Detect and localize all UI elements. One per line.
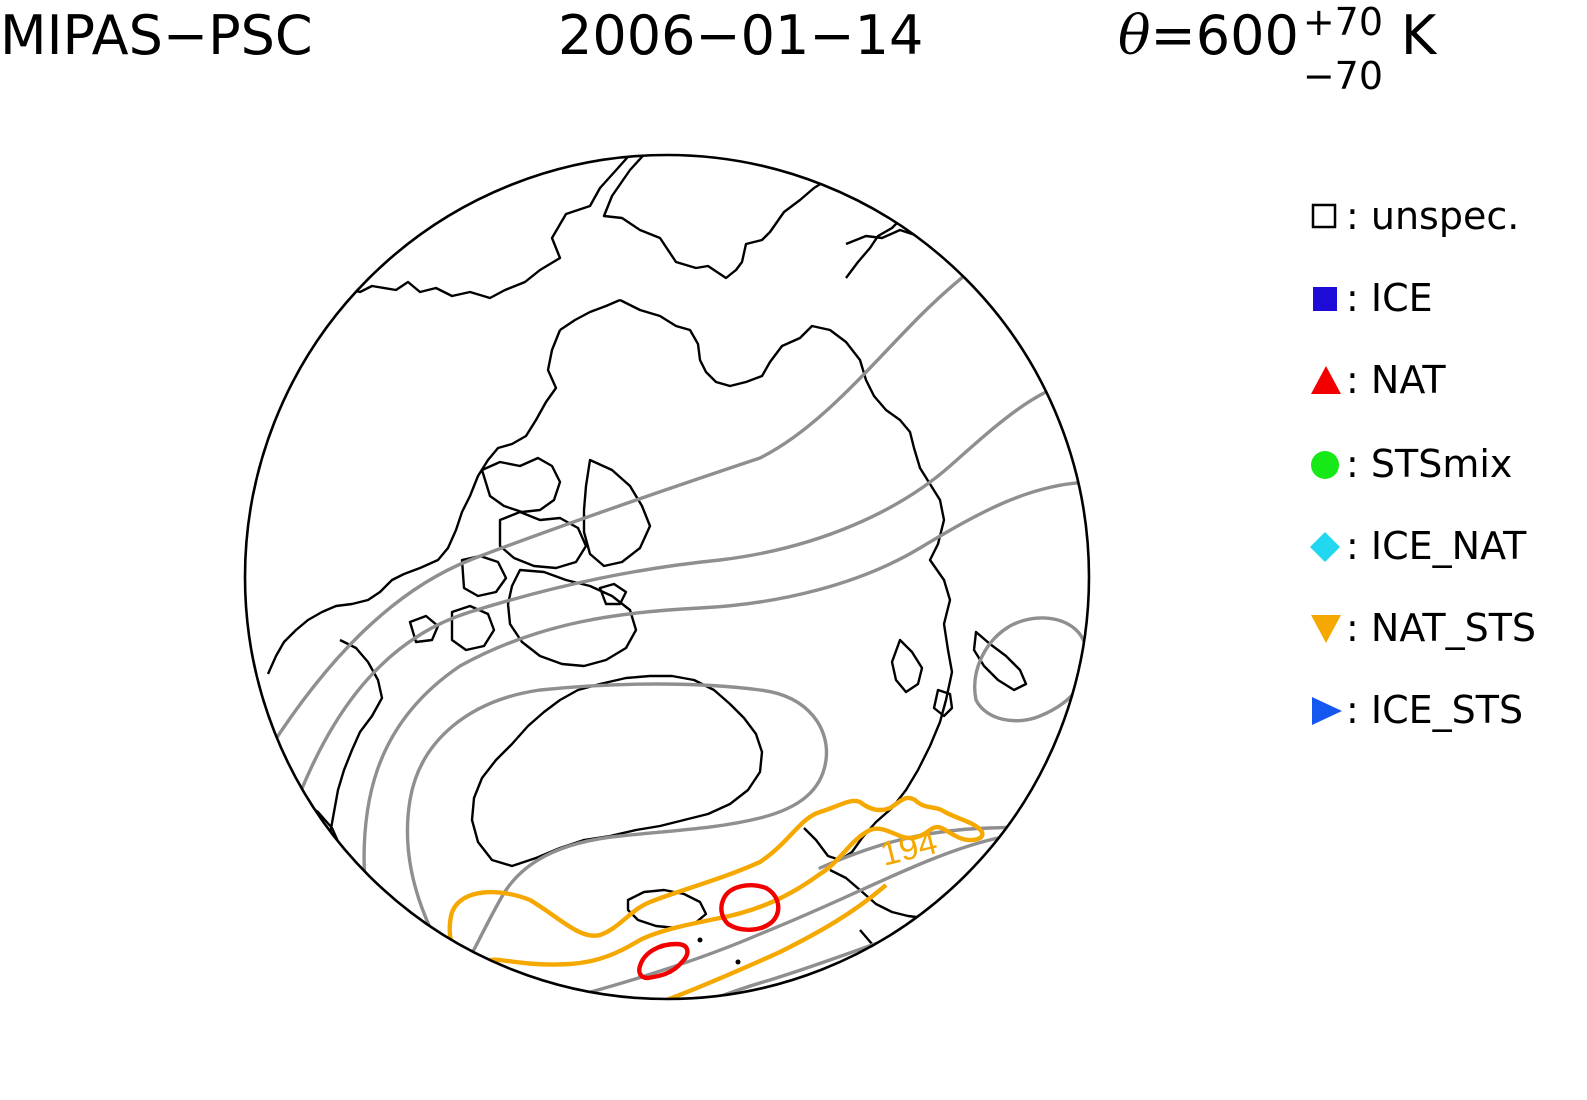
circle-icon	[1311, 451, 1339, 479]
legend-label-unspec: : unspec.	[1346, 194, 1520, 238]
theta-lower-range: −70	[1302, 54, 1384, 98]
legend-label-stsmix: : STSmix	[1346, 442, 1513, 486]
plot-title-product: MIPAS−PSC	[0, 4, 313, 67]
coastline-iceland	[626, 888, 708, 930]
triangle-right-icon	[1312, 697, 1342, 725]
map-boundary-circle	[243, 153, 1091, 1001]
triangle-up-icon	[1311, 366, 1341, 394]
coastline-chukotka	[845, 208, 981, 246]
island-misc-2	[598, 582, 628, 606]
filled-square-icon	[1313, 287, 1337, 311]
coastline-siberia	[329, 155, 948, 300]
island-dot-6	[726, 116, 730, 120]
island-dot-3	[796, 126, 801, 131]
coastline-ireland	[634, 1034, 670, 1078]
coastline-north-america	[979, 194, 1073, 226]
theta-unit: K	[1400, 4, 1437, 67]
island-baffin	[506, 568, 638, 668]
legend-item-nat-sts: : NAT_STS	[1308, 606, 1536, 650]
legend-label-nat-sts: : NAT_STS	[1346, 606, 1537, 650]
isoline-3	[362, 480, 1089, 932]
coastlines	[266, 155, 1073, 1098]
island-ellesmere	[582, 458, 652, 568]
coastline-canada-west	[266, 298, 621, 675]
plot-title-date: 2006−01−14	[558, 4, 924, 67]
isoline-4	[405, 682, 829, 980]
island-dot-2	[735, 959, 741, 965]
nat-contour-1	[719, 883, 781, 932]
island-dot-1	[697, 937, 703, 943]
diamond-icon	[1310, 532, 1340, 562]
legend-item-stsmix: : STSmix	[1308, 442, 1512, 486]
legend-item-ice-nat: : ICE_NAT	[1308, 524, 1526, 568]
theta-range: +70 −70	[1299, 2, 1385, 96]
small-islands	[697, 114, 801, 965]
island-dot-4	[698, 118, 702, 122]
coastline-greenland	[470, 674, 764, 868]
theta-symbol: θ	[1118, 4, 1151, 67]
open-square-icon	[1311, 203, 1337, 229]
island-southampton	[450, 604, 496, 652]
isoline-7	[558, 830, 1042, 999]
plot-title-theta-level: θ=600 +70 −70 K	[1118, 2, 1437, 96]
legend-item-ice-sts: : ICE_STS	[1308, 688, 1523, 732]
coastline-labrador	[328, 638, 384, 857]
legend-label-nat: : NAT	[1346, 358, 1446, 402]
legend-item-nat: : NAT	[1308, 358, 1446, 402]
legend-item-unspec: : unspec.	[1308, 194, 1519, 238]
isoline-6	[598, 878, 1089, 999]
triangle-down-icon	[1311, 615, 1341, 643]
island-franz-josef	[932, 688, 954, 718]
nat-sts-contour-main	[449, 795, 985, 999]
isoline-1	[268, 203, 1067, 750]
theta-upper-range: +70	[1302, 0, 1384, 44]
legend-label-ice-sts: : ICE_STS	[1346, 688, 1524, 732]
nat-contours	[637, 883, 781, 981]
island-victoria	[498, 510, 588, 570]
island-dot-5	[712, 114, 716, 118]
nat-contour-2	[637, 941, 690, 981]
island-devon	[460, 554, 508, 598]
coastline-great-britain	[684, 1004, 740, 1098]
legend-label-ice-nat: : ICE_NAT	[1346, 524, 1527, 568]
isoline-2	[278, 375, 1089, 852]
coastline-canada-arctic	[619, 298, 954, 862]
legend-item-ice: : ICE	[1308, 276, 1433, 320]
legend-label-ice: : ICE	[1346, 276, 1433, 320]
theta-value: =600	[1150, 4, 1299, 67]
coastline-svalbard	[890, 638, 924, 694]
island-banks	[480, 456, 562, 514]
coastline-novaya-zemlya	[972, 630, 1028, 692]
